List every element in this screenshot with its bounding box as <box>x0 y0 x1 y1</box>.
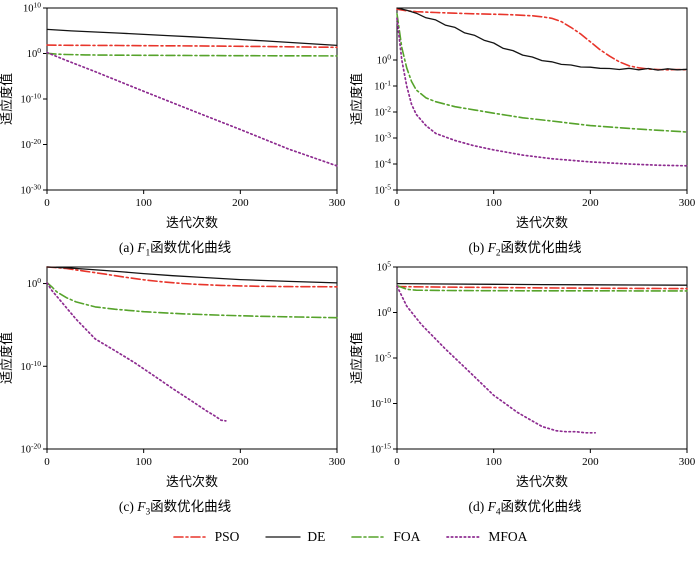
chart-f4: 0 100 200 300 105 100 10-5 10-10 10-15 迭代次数 适应度值 <box>350 261 696 489</box>
svg-text:100: 100 <box>377 53 392 67</box>
svg-text:300: 300 <box>329 456 346 468</box>
series-de <box>396 7 688 71</box>
svg-text:0: 0 <box>44 456 50 468</box>
series-foa <box>46 281 338 319</box>
charts-grid: 0 100 200 300 1010 100 10-10 10-20 10-30 迭代次数 适应度值… <box>0 2 700 520</box>
caption-b: (b) F2函数优化曲线 <box>468 234 581 261</box>
svg-text:0: 0 <box>44 197 50 209</box>
series-de <box>396 282 688 286</box>
legend-item-pso: PSO <box>172 529 240 545</box>
legend-line-de-icon <box>265 536 302 538</box>
function-symbol: F4 <box>487 499 501 518</box>
svg-text:10-15: 10-15 <box>371 442 392 456</box>
series-foa <box>396 284 688 292</box>
caption-prefix: (a) <box>118 240 138 255</box>
series-pso <box>396 8 688 71</box>
svg-text:100: 100 <box>135 456 152 468</box>
svg-text:200: 200 <box>582 197 599 209</box>
series-foa <box>396 13 688 133</box>
series-de <box>46 28 338 47</box>
subplot-b: 0 100 200 300 100 10-1 10-2 10-3 10-4 10-5 迭代次数 适应度… <box>350 2 700 261</box>
caption-suffix: 函数优化曲线 <box>500 499 582 514</box>
svg-text:105: 105 <box>377 261 392 274</box>
svg-text:300: 300 <box>329 197 346 209</box>
x-axis-label: 迭代次数 <box>166 474 218 489</box>
legend-label-mfoa: MFOA <box>488 529 528 544</box>
series-foa <box>46 52 338 57</box>
svg-text:200: 200 <box>582 456 599 468</box>
x-axis-label: 迭代次数 <box>166 215 218 230</box>
svg-text:10-3: 10-3 <box>374 131 391 145</box>
svg-text:0: 0 <box>394 456 400 468</box>
caption-suffix: 函数优化曲线 <box>500 240 582 255</box>
svg-text:10-30: 10-30 <box>21 183 42 197</box>
svg-text:100: 100 <box>485 456 502 468</box>
svg-text:300: 300 <box>679 456 696 468</box>
series-mfoa <box>46 51 338 167</box>
legend-line-mfoa-icon <box>446 536 483 538</box>
caption-a: (a) F1函数优化曲线 <box>119 234 231 261</box>
series-mfoa <box>396 285 597 434</box>
legend-item-mfoa: MFOA <box>446 529 527 545</box>
caption-prefix: (d) <box>468 499 488 514</box>
series-pso <box>46 266 338 288</box>
legend: PSO DE FOA MFOA <box>0 520 700 554</box>
svg-text:100: 100 <box>377 305 392 319</box>
caption-suffix: 函数优化曲线 <box>150 240 232 255</box>
y-axis-label: 适应度值 <box>0 73 14 125</box>
x-axis-label: 迭代次数 <box>516 474 568 489</box>
subplot-c: 0 100 200 300 100 10-10 10-20 迭代次数 适应度值 (c) F3函数… <box>0 261 350 520</box>
svg-text:100: 100 <box>27 46 42 60</box>
svg-text:100: 100 <box>135 197 152 209</box>
svg-text:10-2: 10-2 <box>374 105 391 119</box>
legend-line-pso-icon <box>172 536 209 538</box>
function-symbol: F1 <box>137 240 151 259</box>
legend-line-foa-icon <box>351 536 388 538</box>
y-axis-label: 适应度值 <box>0 332 14 384</box>
y-axis-label: 适应度值 <box>350 332 364 384</box>
series-pso <box>46 44 338 49</box>
subplot-a: 0 100 200 300 1010 100 10-10 10-20 10-30 迭代次数 适应度值… <box>0 2 350 261</box>
caption-c: (c) F3函数优化曲线 <box>119 493 231 520</box>
svg-text:0: 0 <box>394 197 400 209</box>
series-mfoa <box>396 17 688 167</box>
caption-d: (d) F4函数优化曲线 <box>468 493 581 520</box>
svg-text:1010: 1010 <box>23 2 41 15</box>
svg-text:200: 200 <box>232 456 249 468</box>
chart-f3: 0 100 200 300 100 10-10 10-20 迭代次数 适应度值 <box>0 266 346 489</box>
svg-text:10-10: 10-10 <box>21 92 42 106</box>
svg-text:10-1: 10-1 <box>374 79 391 93</box>
legend-item-foa: FOA <box>351 529 420 545</box>
series-pso <box>396 285 688 290</box>
caption-prefix: (c) <box>118 499 138 514</box>
svg-text:100: 100 <box>27 276 42 290</box>
legend-label-foa: FOA <box>393 529 421 544</box>
svg-text:10-20: 10-20 <box>21 137 42 151</box>
legend-item-de: DE <box>265 529 325 545</box>
series-mfoa <box>46 282 227 422</box>
svg-text:10-20: 10-20 <box>21 442 42 456</box>
caption-suffix: 函数优化曲线 <box>150 499 232 514</box>
function-symbol: F3 <box>137 499 151 518</box>
x-axis-label: 迭代次数 <box>516 215 568 230</box>
svg-text:10-5: 10-5 <box>374 183 391 197</box>
legend-label-pso: PSO <box>214 529 240 544</box>
svg-text:200: 200 <box>232 197 249 209</box>
svg-text:10-10: 10-10 <box>371 396 392 410</box>
chart-f1: 0 100 200 300 1010 100 10-10 10-20 10-30 迭代次数 适应度值 <box>0 2 346 230</box>
svg-text:10-10: 10-10 <box>21 359 42 373</box>
chart-f2: 0 100 200 300 100 10-1 10-2 10-3 10-4 10-5 迭代次数 适应度… <box>350 7 696 230</box>
svg-text:100: 100 <box>485 197 502 209</box>
legend-label-de: DE <box>307 529 326 544</box>
series-de <box>46 266 338 284</box>
svg-text:10-5: 10-5 <box>374 351 391 365</box>
svg-text:300: 300 <box>679 197 696 209</box>
subplot-d: 0 100 200 300 105 100 10-5 10-10 10-15 迭代次数 适应度值 (… <box>350 261 700 520</box>
svg-text:10-4: 10-4 <box>374 157 391 171</box>
y-axis-label: 适应度值 <box>350 73 364 125</box>
function-symbol: F2 <box>487 240 501 259</box>
caption-prefix: (b) <box>468 240 488 255</box>
